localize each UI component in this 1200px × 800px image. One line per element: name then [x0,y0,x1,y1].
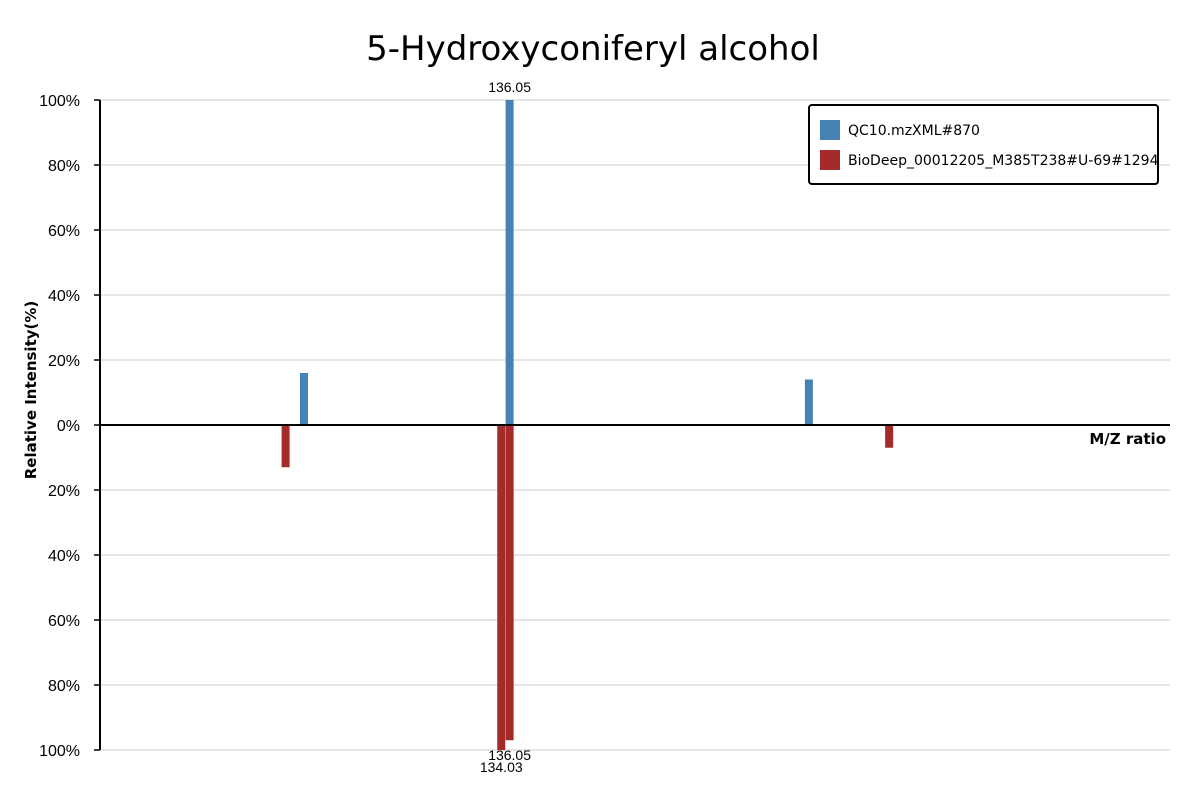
y-tick-label: 80% [48,158,80,175]
legend-label-biodeep: BioDeep_00012205_M385T238#U-69#1294 [848,153,1159,169]
y-tick-label: 80% [48,678,80,695]
bar-reference-1 [497,425,506,750]
legend-box [808,104,1159,185]
chart-title: 5-Hydroxyconiferyl alcohol [366,29,820,69]
x-axis-title: M/Z ratio [1089,430,1166,448]
bar-reference-0 [281,425,290,468]
y-tick-label: 20% [48,483,80,500]
bar-reference-3 [885,425,894,448]
y-tick-label: 0% [57,418,80,435]
y-tick-label: 100% [39,743,80,760]
peak-label-bottom: 136.05 [488,747,531,763]
legend: QC10.mzXML#870 BioDeep_00012205_M385T238… [808,104,1159,185]
bar-sample-0 [299,373,308,425]
legend-label-qc10: QC10.mzXML#870 [848,123,980,139]
bar-sample-2 [804,379,813,425]
y-tick-label: 60% [48,223,80,240]
y-tick-label: 20% [48,353,80,370]
y-tick-label: 40% [48,548,80,565]
peak-label-top: 136.05 [488,79,531,95]
bar-sample-1 [505,100,514,425]
legend-swatch-biodeep [820,150,840,170]
y-tick-label: 60% [48,613,80,630]
peak-label-bottom: 134.03 [480,759,523,775]
bar-reference-2 [505,425,514,741]
legend-swatch-qc10 [820,120,840,140]
y-tick-label: 40% [48,288,80,305]
y-axis-ticks: 100% 80% 60% 40% 20% 0% 20% 40% 60% 80% 100% [39,93,100,760]
y-axis-title: Relative Intensity(%) [22,301,40,480]
bars-layer [281,100,894,750]
y-tick-label: 100% [39,93,80,110]
